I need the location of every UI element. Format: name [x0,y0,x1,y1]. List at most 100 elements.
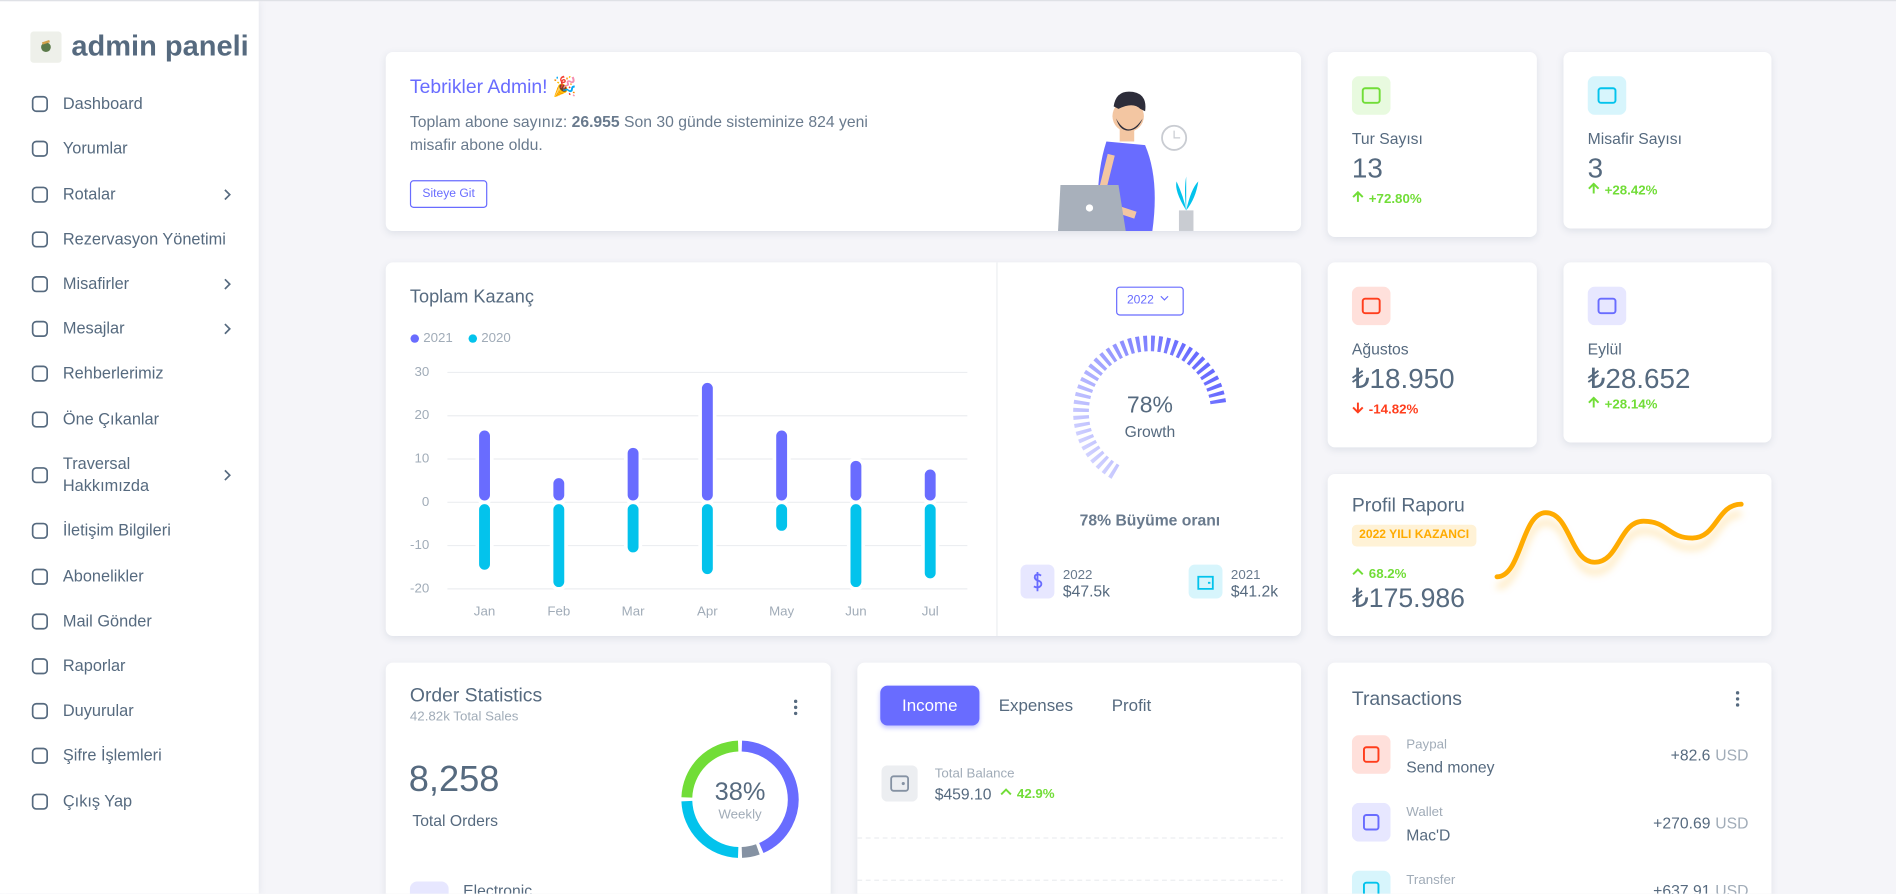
bar [772,500,791,535]
profile-title: Profil Raporu [1351,495,1465,517]
bar [698,500,717,578]
year-label: 2022 [1126,293,1154,308]
tabs: Income Expenses Profit [880,685,1170,726]
menu-item[interactable]: İletişim Bilgileri [31,507,232,555]
menu-item[interactable]: Duyurular [31,687,232,735]
menu-item[interactable]: Abonelikler [31,553,232,601]
menu-item[interactable]: Raporlar [31,642,232,690]
menu-item[interactable]: Yorumlar [31,125,232,173]
up-arrow [1352,190,1364,202]
arrow-shape [1588,182,1600,194]
transaction-description: Send money [1406,758,1495,777]
menu-item[interactable]: Rezervasyon Yönetimi [31,215,232,263]
menu-icon [31,95,49,113]
site-button[interactable]: Siteye Git [409,180,488,208]
menu-item[interactable]: Çıkış Yap [31,778,232,826]
chevron-shape [224,469,231,481]
summary-year: 2021 [1231,567,1261,582]
amount-value: +270.69 [1653,813,1711,832]
icon-shape [1362,746,1380,763]
menu-item[interactable]: Traversal Hakkımızda [31,451,232,499]
menu-item[interactable]: Mesajlar [31,305,232,353]
menu-icon [31,186,49,203]
stat-title: Tur Sayısı [1351,129,1423,148]
menu-item[interactable]: Dashboard [31,80,232,128]
bar [772,426,791,505]
menu-item[interactable]: Misafirler [31,260,232,308]
tab[interactable]: Profit [1111,695,1152,715]
tab[interactable]: Expenses [998,695,1074,715]
year-button[interactable]: 2022 [1116,286,1184,316]
icon-bg [1351,735,1391,774]
icon-bg [1351,76,1391,115]
icon-shape [1597,297,1617,315]
menu-icon [31,522,49,539]
stat-value: 3 [1587,152,1604,184]
menu-label: Rezervasyon Yönetimi [62,229,226,248]
y-tick-label: 10 [414,451,429,466]
icon-shape [1361,87,1381,104]
text: Son 30 günde sisteminize 824 yeni misafi… [409,112,868,154]
gauge-value: 78% [1127,391,1173,417]
transaction-icon [1351,735,1391,774]
menu-item[interactable]: Rehberlerimiz [31,349,232,397]
y-tick-label: -10 [410,537,429,552]
brand-name: admin paneli [71,30,249,63]
amount-currency: USD [1715,881,1749,894]
icon-shape [31,140,49,157]
sparkline [1494,501,1744,590]
revenue-card: Toplam Kazanç 2022 2021 2020 30 20 10 0 -10 -20… [385,262,1302,637]
menu-kebab[interactable] [1734,690,1741,707]
transaction-amount: +82.6 USD [1671,746,1749,764]
menu-item[interactable]: Rotalar [31,170,232,218]
icon-shape [1597,87,1617,104]
brand-logo [30,31,62,63]
transactions-card: Transactions Paypal Send money +82.6 USD Wal… [1327,662,1772,894]
welcome-card: Tebrikler Admin! 🎉 Toplam abone sayınız:… [385,51,1302,231]
icon-shape [31,568,49,585]
summary-icon [1197,575,1214,590]
order-subtitle: 42.82k Total Sales [409,709,519,725]
menu-kebab[interactable] [792,699,799,716]
icon-shape [1361,297,1381,315]
stat-value: 13 [1351,152,1383,184]
donut-segment [681,800,739,858]
sparkline-line [1494,501,1744,580]
menu-item[interactable]: Öne Çıkanlar [31,395,232,443]
stat-icon [1587,76,1627,115]
item-label: Electronic [463,881,533,894]
menu-label: İletişim Bilgileri [62,521,171,540]
stat-card: Eylül ₺28.652 +28.14% [1563,262,1772,443]
menu-item[interactable]: Mail Gönder [31,597,232,645]
down-arrow [1352,402,1364,414]
icon-bg [1351,286,1391,326]
menu-label: Öne Çıkanlar [62,409,160,429]
legend-label: 2020 [481,330,511,345]
item-icon [409,881,449,894]
menu-label: Abonelikler [62,567,144,586]
summary-amount: $47.5k [1063,584,1110,601]
x-tick-label: Jun [845,603,866,618]
stat-value: ₺18.950 [1351,362,1455,395]
stat-card: Misafir Sayısı 3 +28.42% [1563,51,1772,229]
icon-shape [1362,881,1380,894]
donut-segment [681,740,739,798]
stat-title: Misafir Sayısı [1587,129,1682,148]
wallet-icon [881,765,918,802]
legend-label: 2021 [423,330,453,345]
menu-item[interactable]: Şifre İşlemleri [31,732,232,780]
change-text: +28.14% [1604,397,1658,413]
icon-shape [1362,814,1380,831]
tab[interactable]: Income [880,685,980,726]
revenue-title: Toplam Kazanç [409,286,534,308]
transaction-amount: +270.69 USD [1653,814,1748,832]
text: Toplam abone sayınız: [409,112,572,131]
order-title: Order Statistics [409,685,543,707]
bar [475,500,494,574]
menu-icon [31,231,49,248]
donut-center-value: 38% [715,778,766,806]
y-tick-label: 20 [414,407,429,422]
menu-label: Mesajlar [62,319,125,338]
bar [624,500,643,557]
icon-shape [31,467,49,484]
